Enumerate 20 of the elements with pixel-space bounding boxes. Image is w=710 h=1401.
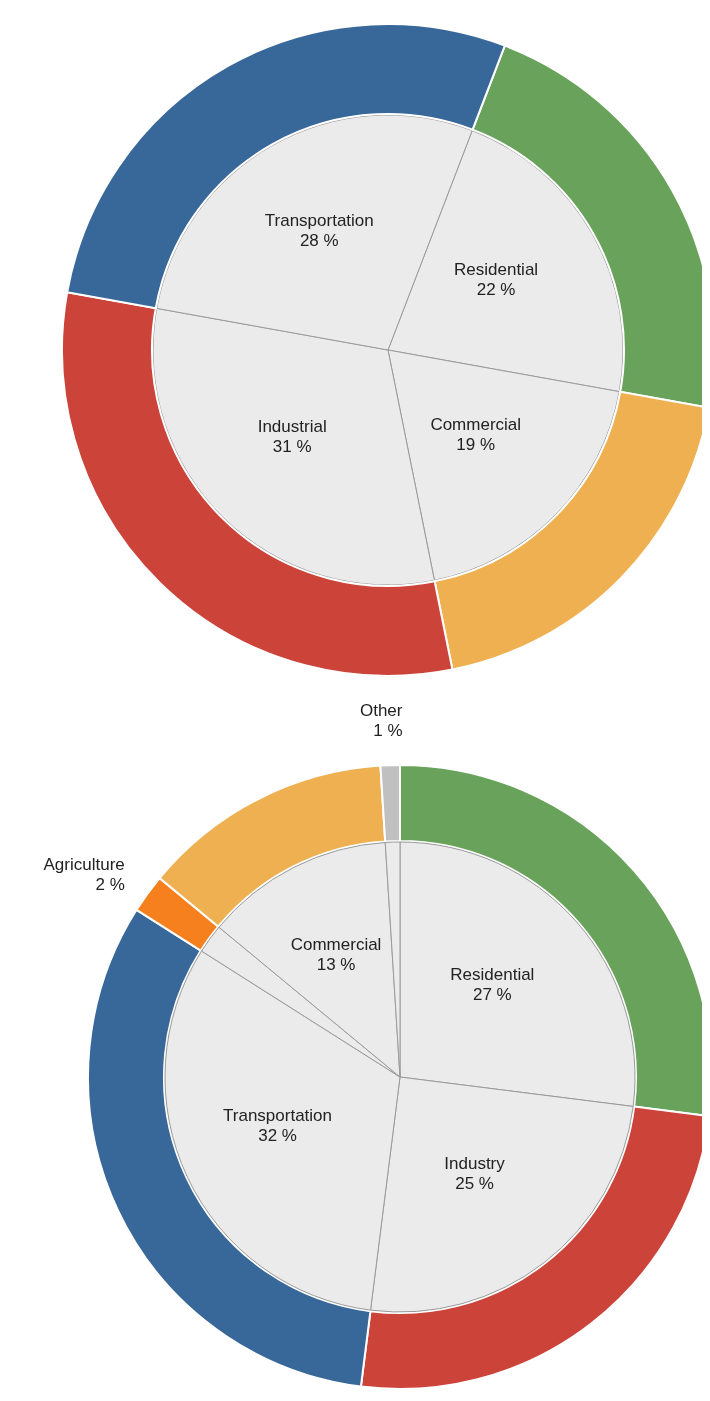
- slice-label: Residential: [454, 260, 539, 280]
- text: 25 %: [455, 1173, 494, 1193]
- slice-label: Agriculture: [43, 854, 125, 874]
- slice-label: Transportation: [264, 210, 374, 230]
- text: 28 %: [299, 230, 339, 250]
- text: 2 %: [95, 874, 125, 894]
- text: 19 %: [456, 434, 496, 454]
- slice-label: Commercial: [430, 414, 522, 434]
- text: 22 %: [476, 280, 516, 300]
- slice-label: Transportation: [223, 1106, 333, 1126]
- text: 32 %: [258, 1126, 297, 1146]
- slice-label: Industry: [444, 1153, 506, 1173]
- text: 1 %: [373, 721, 403, 741]
- slice-label: Commercial: [290, 935, 382, 955]
- slice-label: Industrial: [257, 416, 327, 436]
- text: 13 %: [316, 955, 356, 975]
- text: 27 %: [472, 985, 512, 1005]
- slice-label: Other: [359, 701, 403, 721]
- text: 31 %: [272, 436, 312, 456]
- slice-label: Residential: [450, 965, 535, 985]
